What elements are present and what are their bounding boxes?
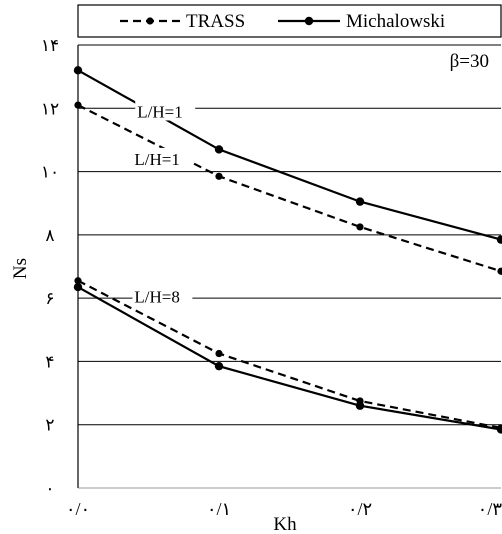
x-tick-label: ۰/۰	[66, 499, 90, 519]
y-tick-label: ۱۴	[41, 36, 59, 55]
y-tick-label: ۲	[45, 416, 54, 435]
curve-annotation: L/H=8	[134, 288, 179, 307]
data-point	[355, 401, 365, 410]
series-line-2	[77, 279, 502, 429]
y-axis-title: Ns	[10, 258, 31, 279]
label-layer: β=30 L/H=1 L/H=1 L/H=8	[132, 51, 489, 307]
axes-layer: ۰ ۲ ۴ ۶ ۸ ۱۰ ۱۲ ۱۴ ۰/۰ ۰/۱ ۰/۲ ۰/۳ Kh Ns	[10, 36, 502, 534]
y-tick-label: ۰	[45, 479, 54, 498]
x-tick-label: ۰/۱	[207, 499, 231, 519]
annotation-background	[135, 100, 196, 121]
x-axis-title: Kh	[273, 514, 297, 534]
annotation-background	[132, 285, 193, 306]
data-point	[215, 349, 223, 358]
annotation-background	[132, 147, 193, 168]
legend-layer: TRASS Michalowski	[77, 4, 502, 38]
curve-annotation: L/H=1	[137, 102, 182, 121]
legend-marker	[146, 17, 154, 25]
y-tick-label: ۱۲	[41, 99, 59, 118]
data-point	[214, 145, 224, 154]
data-point	[73, 282, 83, 292]
data-point	[496, 235, 502, 244]
data-point	[215, 172, 223, 180]
data-point	[496, 425, 502, 434]
data-point	[214, 361, 224, 371]
data-point	[74, 277, 82, 285]
y-tick-label: ۱۰	[41, 163, 59, 182]
data-point	[74, 101, 82, 109]
data-point	[73, 66, 83, 75]
legend-marker	[304, 16, 314, 26]
y-tick-label: ۸	[45, 226, 54, 245]
curve-annotation: L/H=1	[134, 150, 179, 169]
y-tick-label: ۶	[45, 289, 54, 308]
data-point	[355, 197, 365, 206]
beta-annotation: β=30	[450, 51, 489, 72]
x-tick-label: ۰/۲	[348, 499, 372, 519]
data-point	[497, 267, 502, 275]
data-point	[356, 223, 364, 231]
series-line-3	[77, 286, 502, 431]
legend-label: Michalowski	[346, 11, 445, 32]
y-tick-label: ۴	[45, 352, 54, 371]
x-tick-label: ۰/۳	[478, 499, 502, 519]
series-line-0	[77, 104, 502, 273]
legend-label: TRASS	[186, 11, 245, 32]
